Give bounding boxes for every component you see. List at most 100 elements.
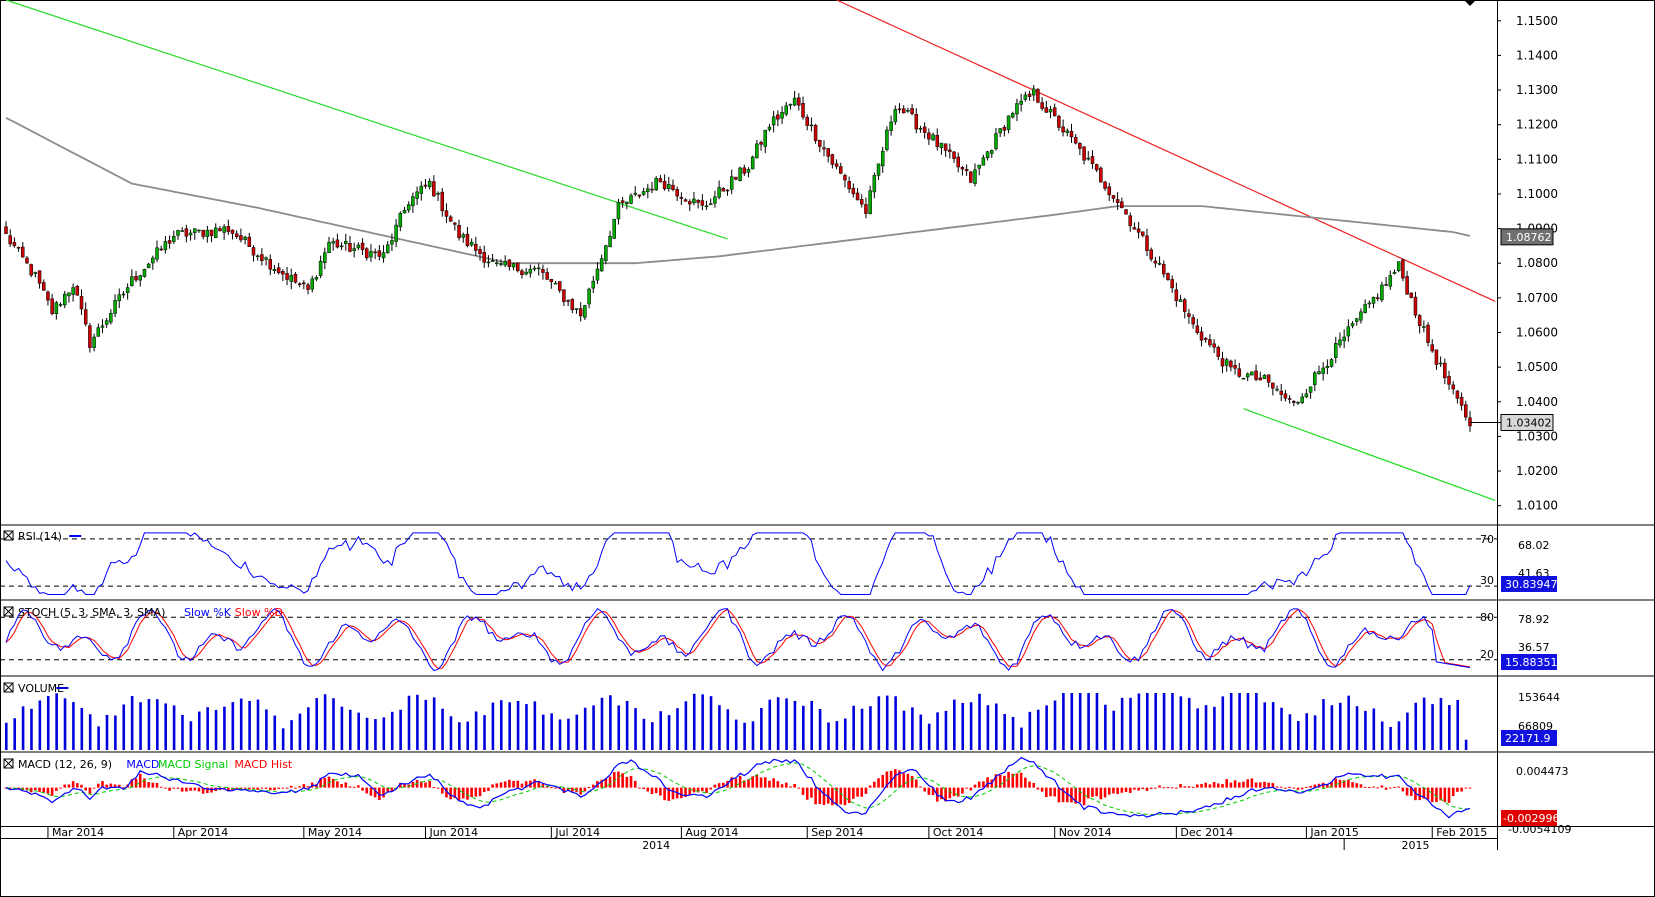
candle	[893, 105, 898, 125]
candle-body	[1367, 302, 1372, 305]
macd-hist-bar	[344, 782, 348, 788]
macd-hist-bar	[440, 787, 444, 794]
volume-bar	[307, 707, 310, 750]
candle	[1438, 356, 1443, 367]
volume-scale-mid: 66809	[1518, 720, 1553, 733]
candle	[1354, 317, 1359, 326]
volume-bar	[1171, 693, 1174, 750]
candle	[113, 294, 117, 318]
candle	[608, 230, 612, 248]
rsi-level-70-label: 70	[1480, 533, 1494, 546]
macd-hist-bar	[1330, 782, 1333, 788]
macd-hist-bar	[1393, 786, 1396, 788]
macd-hist-bar	[71, 781, 75, 788]
candle-body	[289, 275, 293, 282]
macd-hist-bar	[1288, 786, 1291, 788]
candle	[826, 147, 830, 163]
volume-bar	[1271, 702, 1275, 750]
candle-body	[713, 196, 717, 204]
candle	[314, 275, 319, 282]
candle-body	[1162, 264, 1166, 275]
macd-hist-bar	[235, 787, 239, 789]
macd-hist-bar	[1460, 787, 1463, 792]
macd-hist-bar	[369, 787, 373, 796]
macd-hist-bar	[382, 787, 385, 798]
volume-bar	[894, 696, 897, 750]
candle	[226, 219, 231, 235]
candle	[667, 176, 671, 192]
candle-body	[1090, 156, 1095, 164]
candle-body	[1292, 401, 1296, 403]
candle-body	[742, 167, 747, 174]
macd-hist-bar	[76, 783, 79, 788]
candle	[440, 187, 445, 217]
candle	[478, 246, 482, 261]
volume-bar	[390, 711, 394, 750]
macd-hist-bar	[768, 780, 771, 788]
candle	[1329, 358, 1334, 368]
macd-hist-bar	[1078, 787, 1082, 803]
volume-bar	[239, 698, 243, 750]
candle	[541, 264, 545, 280]
candle	[964, 164, 969, 176]
candle-body	[1459, 396, 1464, 406]
close-cross-icon	[3, 530, 14, 541]
candle-body	[1296, 401, 1300, 404]
candle-body	[1153, 260, 1158, 264]
candle	[155, 240, 159, 263]
volume-bar	[617, 705, 621, 750]
candle-body	[12, 242, 17, 247]
macd-hist-bar	[17, 787, 20, 789]
candle-body	[750, 156, 755, 170]
candle	[977, 164, 981, 176]
candle-body	[163, 241, 168, 251]
candle-body	[427, 180, 432, 188]
candle-body	[973, 169, 977, 184]
macd-hist-bar	[625, 776, 629, 788]
price-tick-label: 1.0400	[1516, 395, 1558, 409]
macd-hist-bar	[1326, 783, 1329, 788]
price-tick-label: 1.1100	[1516, 152, 1558, 166]
macd-hist-bar	[466, 787, 469, 800]
candle-body	[1334, 343, 1338, 358]
volume-bar	[323, 694, 327, 750]
current-price-box	[1500, 413, 1554, 431]
volume-bar	[508, 702, 511, 750]
macd-hist-bar	[516, 780, 520, 788]
macd-hist-bar	[231, 787, 234, 791]
candle	[973, 163, 977, 187]
volume-bar	[860, 708, 864, 750]
candle	[843, 173, 847, 188]
macd-title-part: MACD Signal	[158, 758, 228, 771]
volume-bar	[911, 707, 914, 750]
rsi-title-part: RSI (14)	[18, 530, 62, 543]
candle-body	[729, 176, 734, 190]
volume-bar	[734, 719, 738, 750]
volume-bar	[273, 715, 277, 750]
candle-body	[419, 185, 424, 194]
candle	[910, 104, 914, 116]
candle	[906, 107, 910, 113]
macd-hist-bar	[738, 775, 742, 788]
macd-hist-bar	[1254, 782, 1258, 788]
candle	[839, 162, 843, 175]
candle	[339, 242, 344, 251]
macd-hist-bar	[38, 787, 41, 792]
candle-body	[771, 116, 776, 126]
candle-body	[872, 175, 877, 193]
candle-body	[1015, 103, 1019, 115]
candle-body	[83, 309, 88, 325]
candle-body	[864, 204, 868, 214]
candle	[96, 323, 101, 337]
candle	[1334, 336, 1338, 364]
candle-body	[1073, 137, 1078, 144]
candle	[683, 198, 688, 202]
candle	[654, 176, 658, 191]
candle-body	[71, 287, 75, 295]
volume-bar	[1221, 696, 1225, 750]
candle	[306, 282, 310, 295]
volume-bar	[516, 700, 520, 750]
candle	[356, 242, 361, 251]
volume-bar	[147, 699, 151, 750]
candle-body	[1401, 259, 1405, 279]
